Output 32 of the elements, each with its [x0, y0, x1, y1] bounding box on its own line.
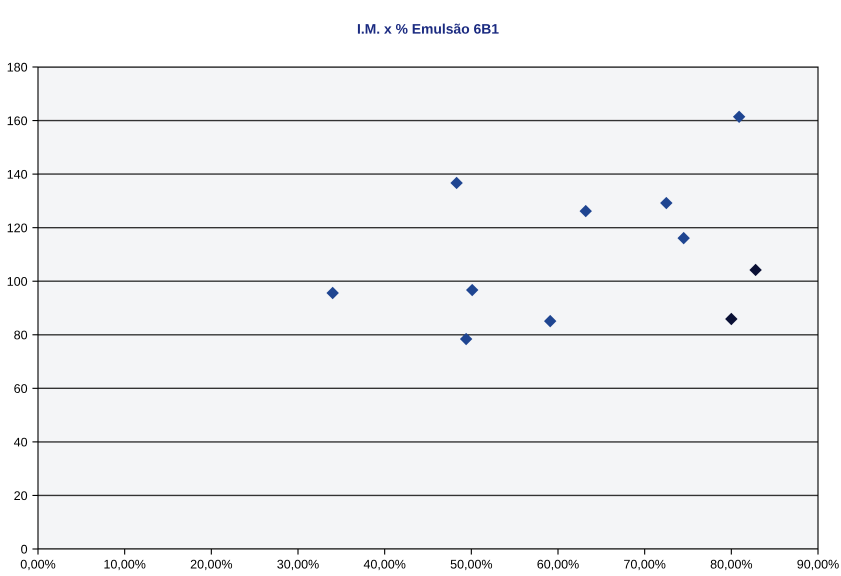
- x-tick-label: 90,00%: [797, 560, 839, 570]
- x-tick-label: 0,00%: [20, 560, 56, 570]
- y-tick-label: 40: [14, 438, 28, 447]
- y-tick-label: 100: [8, 277, 28, 286]
- y-tick-label: 140: [8, 170, 28, 179]
- point: [466, 284, 478, 296]
- x-tick-label: 20,00%: [190, 560, 232, 570]
- point: [580, 204, 592, 218]
- x-tick-label: 50,00%: [450, 560, 492, 570]
- y-tick-label: 80: [14, 330, 28, 340]
- point: [326, 286, 339, 300]
- y-tick-label: 20: [14, 491, 28, 500]
- point: [732, 110, 746, 124]
- x-tick-label: 60,00%: [537, 560, 579, 570]
- x-tick-label: 10,00%: [104, 560, 146, 570]
- x-tick-label: 70,00%: [624, 560, 666, 570]
- y-tick-label: 120: [8, 223, 28, 232]
- x-tick-label: 80,00%: [710, 560, 752, 570]
- y-tick-label: 160: [8, 116, 28, 126]
- point: [660, 196, 673, 210]
- x-tick-label: 30,00%: [277, 560, 319, 570]
- chart-title: I.M. x % Emulsão 6B1: [358, 24, 499, 34]
- point: [544, 314, 556, 328]
- point: [725, 312, 738, 326]
- point: [677, 232, 690, 244]
- point: [749, 264, 762, 276]
- y-tick-label: 60: [14, 384, 28, 393]
- point: [460, 332, 472, 346]
- y-tick-label: 180: [8, 62, 28, 72]
- x-tick-label: 40,00%: [364, 560, 406, 570]
- y-tick-label: 0: [21, 544, 28, 554]
- point: [450, 176, 463, 190]
